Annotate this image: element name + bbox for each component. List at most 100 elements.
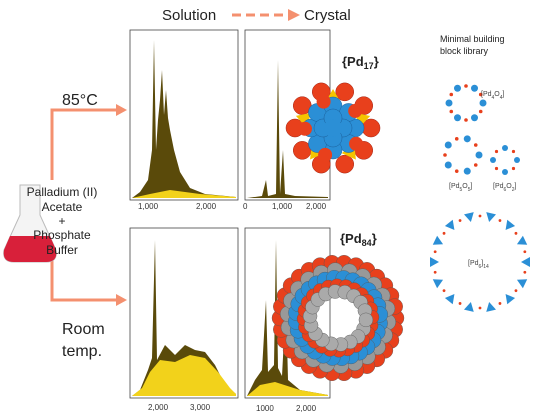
label-part: [Pd: [493, 183, 504, 190]
cluster-label-part: {Pd: [340, 231, 362, 246]
cluster-label-sub: 17: [364, 61, 374, 71]
atom: [454, 114, 461, 121]
tick-label: 1000: [256, 404, 274, 413]
block-label: [Pd4O4]: [481, 91, 505, 101]
atom: [476, 152, 483, 159]
reagent: Acetate: [42, 200, 83, 214]
library-title: Minimal building: [440, 34, 505, 44]
atom: [515, 236, 527, 249]
cluster-label-part: }: [374, 54, 379, 69]
atom: [459, 219, 462, 222]
atom: [298, 122, 312, 136]
arrow-head: [116, 104, 127, 116]
atom: [502, 291, 515, 304]
atom: [515, 275, 527, 288]
figure: Solution Crystal 85°C Room temp. Palladi…: [0, 0, 537, 414]
atom: [464, 212, 476, 223]
atom: [499, 219, 502, 222]
atom: [445, 291, 458, 304]
atom: [464, 301, 476, 312]
atom: [502, 169, 508, 175]
atom: [443, 289, 446, 292]
label-part: [Pd: [481, 91, 492, 98]
condition-room: temp.: [62, 343, 102, 360]
atom: [474, 163, 478, 167]
condition-room: Room: [62, 321, 105, 338]
arrow: [52, 110, 118, 180]
atom: [348, 104, 362, 118]
atom: [434, 250, 437, 253]
reagent: Palladium (II): [27, 185, 98, 199]
atom: [336, 83, 354, 101]
atom: [445, 220, 458, 233]
label-part: [Pd: [468, 260, 479, 267]
atom: [464, 118, 468, 122]
atom: [433, 275, 445, 288]
block-label: [Pd6O2]: [493, 183, 517, 193]
cluster-pd84: [272, 255, 404, 381]
atom: [464, 135, 471, 142]
subscript: 14: [483, 264, 489, 270]
atom: [359, 313, 373, 327]
atom: [446, 100, 453, 107]
atom: [471, 85, 478, 92]
atom: [349, 137, 363, 151]
atom: [445, 142, 452, 149]
condition-hot: 85°C: [62, 92, 98, 109]
atom: [318, 148, 332, 162]
atom: [445, 161, 452, 168]
atom: [502, 145, 508, 151]
atom: [479, 307, 482, 310]
atom: [324, 119, 342, 137]
library-structures: [430, 84, 530, 312]
tick-label: 1,000: [272, 202, 293, 211]
cluster-label-sub: 84: [362, 238, 372, 248]
atom: [512, 150, 515, 153]
atom: [449, 93, 453, 97]
label-part: [Pd: [449, 183, 460, 190]
tick-label: 1,000: [138, 202, 159, 211]
arrow: [52, 258, 118, 300]
atom: [484, 301, 496, 312]
atom: [474, 143, 478, 147]
atom: [336, 155, 354, 173]
atom: [454, 85, 461, 92]
atom: [471, 114, 478, 121]
atom: [464, 168, 471, 175]
atom: [499, 302, 502, 305]
atom: [523, 250, 526, 253]
label-part: ]: [471, 183, 473, 190]
atom: [495, 150, 498, 153]
cluster-label-part: {Pd: [342, 54, 364, 69]
arrow-head: [116, 294, 127, 306]
atom: [480, 100, 487, 107]
tick-label: 0: [243, 202, 248, 211]
tick-label: 3,000: [190, 403, 211, 412]
atom: [443, 153, 447, 157]
atom: [464, 84, 468, 88]
atom: [449, 110, 453, 114]
page: Solution Crystal 85°C Room temp. Palladi…: [0, 0, 537, 414]
atom: [502, 220, 515, 233]
atom: [484, 212, 496, 223]
atom: [479, 110, 483, 114]
reagent: Buffer: [46, 243, 78, 257]
solution-label: Solution: [162, 7, 216, 24]
atom: [490, 157, 496, 163]
atom: [512, 167, 515, 170]
atom: [455, 137, 459, 141]
atom: [514, 157, 520, 163]
label-part: ]: [515, 183, 517, 190]
atom: [495, 167, 498, 170]
atom: [433, 236, 445, 249]
spectrum-panel: [130, 30, 238, 200]
atom: [430, 257, 439, 267]
block-label: [Pd6]14: [468, 260, 489, 270]
cluster-label: {Pd84}: [340, 231, 377, 248]
atom: [523, 271, 526, 274]
arrow-head: [288, 9, 300, 21]
atom: [515, 232, 518, 235]
tick-label: 2,000: [306, 202, 327, 211]
reagent: +: [58, 214, 65, 228]
tick-label: 2,000: [148, 403, 169, 412]
